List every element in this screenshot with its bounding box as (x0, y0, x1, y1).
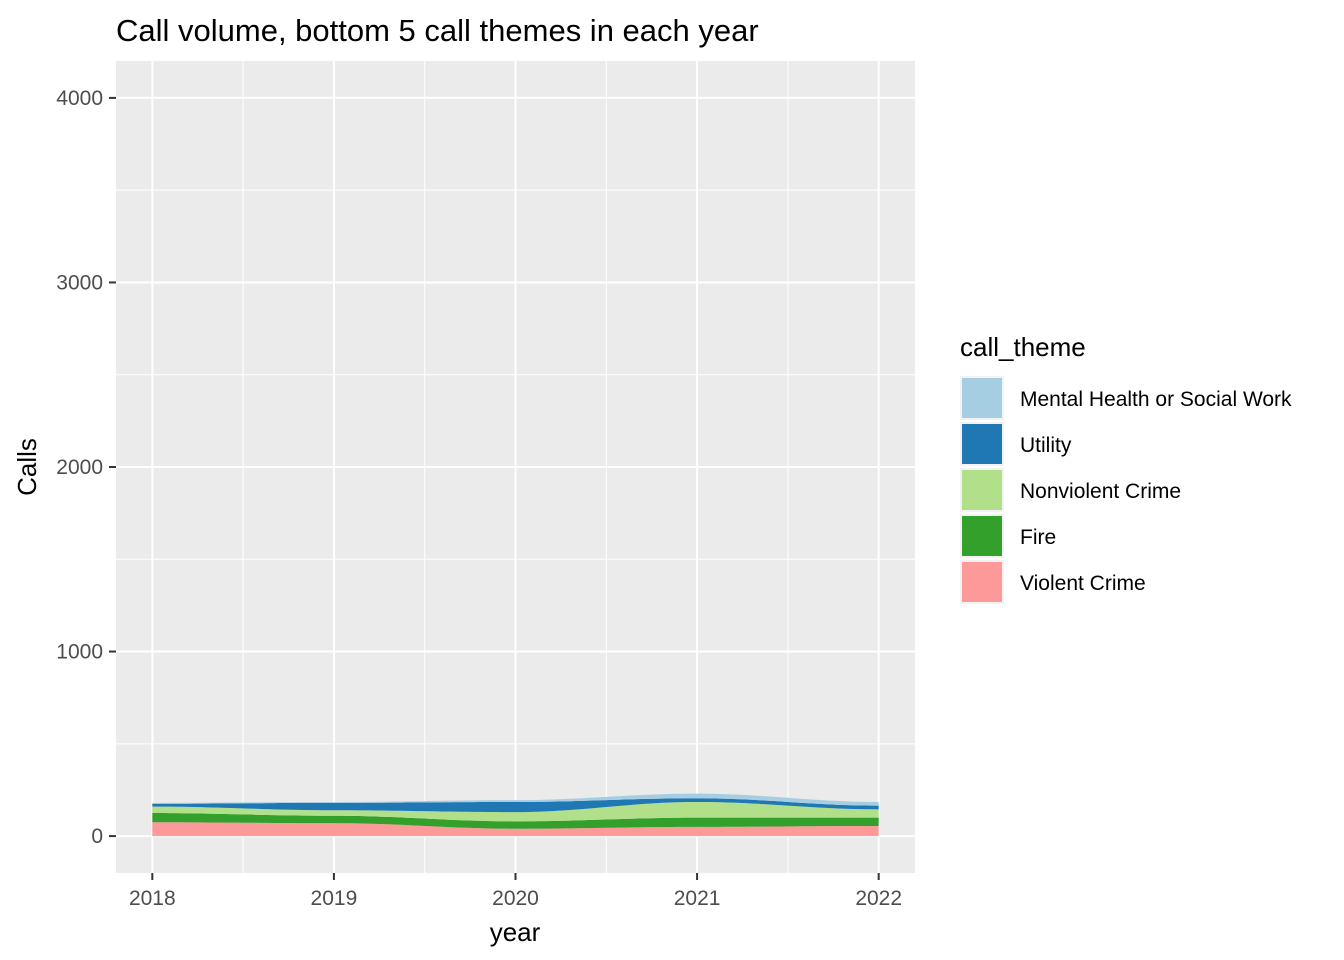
legend-swatch (962, 562, 1002, 602)
area-fire (152, 813, 879, 829)
y-tick-label: 2000 (56, 456, 103, 479)
legend: call_theme Mental Health or Social Work U… (960, 332, 1292, 604)
y-axis: 0 1000 2000 3000 4000 (56, 87, 116, 848)
area-nonviolent-crime (152, 801, 879, 822)
y-axis-title: Calls (12, 438, 42, 496)
area-series (152, 793, 879, 837)
legend-label: Violent Crime (1020, 572, 1146, 595)
legend-swatch (962, 516, 1002, 556)
x-tick-label: 2022 (855, 887, 902, 910)
y-tick-label: 3000 (56, 271, 103, 294)
major-gridlines (116, 61, 915, 873)
x-tick-label: 2020 (492, 887, 539, 910)
legend-label: Utility (1020, 434, 1072, 457)
y-tick-label: 1000 (56, 641, 103, 664)
x-tick-label: 2021 (674, 887, 721, 910)
x-tick-label: 2019 (311, 887, 358, 910)
legend-label: Fire (1020, 526, 1056, 549)
area-utility (152, 798, 879, 813)
legend-swatch (962, 470, 1002, 510)
legend-swatch (962, 424, 1002, 464)
chart-title: Call volume, bottom 5 call themes in eac… (116, 13, 759, 48)
x-axis-title: year (490, 917, 541, 947)
area-violent-crime (152, 822, 879, 837)
y-tick-label: 4000 (56, 87, 103, 110)
y-tick-label: 0 (91, 825, 103, 848)
legend-label: Mental Health or Social Work (1020, 388, 1292, 411)
area-mental-health-or-social-work (152, 793, 879, 806)
legend-title: call_theme (960, 332, 1086, 362)
x-axis: 2018 2019 2020 2021 2022 (129, 873, 902, 910)
legend-swatch (962, 378, 1002, 418)
x-tick-label: 2018 (129, 887, 176, 910)
legend-label: Nonviolent Crime (1020, 480, 1181, 503)
